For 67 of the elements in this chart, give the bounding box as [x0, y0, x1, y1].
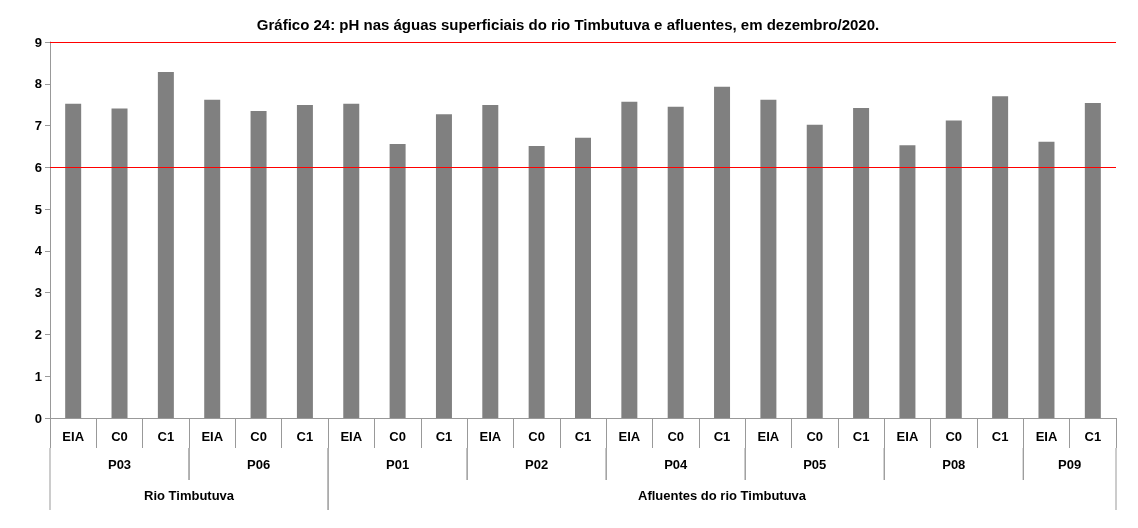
x-tick-label: C0: [250, 429, 267, 444]
x-tick-label: EIA: [1035, 429, 1058, 444]
x-tick-label: EIA: [62, 429, 85, 444]
x-tick-label: C0: [528, 429, 545, 444]
x-tick-label: EIA: [896, 429, 919, 444]
text: P03: [107, 456, 132, 472]
bar: [899, 145, 916, 418]
chart-title: Gráfico 24: pH nas águas superficiais do rio Timbutuva e afluentes, em dezembro/2020.: [256, 16, 880, 33]
text: P05: [803, 456, 827, 472]
bar: [482, 105, 499, 418]
text: Rio Timbutuva: [144, 487, 235, 503]
y-tick-label: 3: [34, 285, 42, 301]
y-tick-label: 6: [34, 159, 42, 175]
bar: [111, 108, 128, 418]
bar: [714, 86, 731, 418]
x-tick-label: C1: [574, 429, 592, 444]
x-tick-label: C1: [435, 429, 453, 444]
bar: [1038, 141, 1055, 418]
text: P09: [1058, 456, 1082, 472]
x-tick-label: EIA: [340, 429, 363, 444]
text: P06: [246, 456, 271, 472]
x-tick-label: EIA: [757, 429, 780, 444]
x-tick-label: EIA: [201, 429, 224, 444]
bar: [667, 106, 684, 418]
bar: [296, 105, 313, 418]
bar: [1084, 103, 1101, 418]
x-tick-label: C0: [945, 429, 963, 444]
text: P02: [525, 456, 549, 472]
bar: [65, 103, 82, 418]
bar: [435, 114, 452, 418]
y-tick-label: 2: [34, 326, 42, 342]
x-tick-label: C1: [991, 429, 1009, 444]
bar: [575, 137, 591, 418]
x-tick-label: C0: [389, 429, 406, 444]
y-tick-label: 8: [34, 76, 42, 92]
y-tick-label: 1: [34, 368, 42, 384]
bar: [204, 99, 221, 418]
bar: [945, 120, 962, 418]
x-tick-label: EIA: [618, 429, 641, 444]
bar: [250, 110, 267, 418]
text: Afluentes do rio Timbutuva: [638, 487, 807, 503]
bar: [389, 143, 406, 418]
y-tick-label: 7: [34, 118, 42, 134]
text: P01: [386, 456, 410, 472]
y-tick-label: 9: [34, 34, 42, 50]
x-tick-label: C0: [806, 429, 824, 444]
x-tick-label: C1: [852, 429, 870, 444]
bar: [760, 99, 777, 418]
bar: [157, 72, 174, 418]
x-tick-label: C0: [667, 429, 685, 444]
x-tick-label: C1: [296, 429, 314, 444]
bar: [621, 101, 638, 418]
bar: [992, 96, 1009, 418]
bar: [343, 103, 360, 418]
x-tick-label: EIA: [479, 429, 502, 444]
y-tick-label: 5: [34, 201, 42, 217]
y-tick-label: 0: [34, 410, 42, 426]
text: P04: [664, 456, 689, 472]
x-tick-label: C0: [111, 429, 128, 444]
bar: [528, 146, 545, 418]
x-tick-label: C1: [1084, 429, 1102, 444]
x-tick-label: C1: [713, 429, 731, 444]
text: P08: [942, 456, 966, 472]
bar: [853, 108, 870, 418]
x-tick-label: C1: [157, 429, 175, 444]
y-tick-label: 4: [34, 243, 43, 259]
bar: [806, 124, 823, 418]
